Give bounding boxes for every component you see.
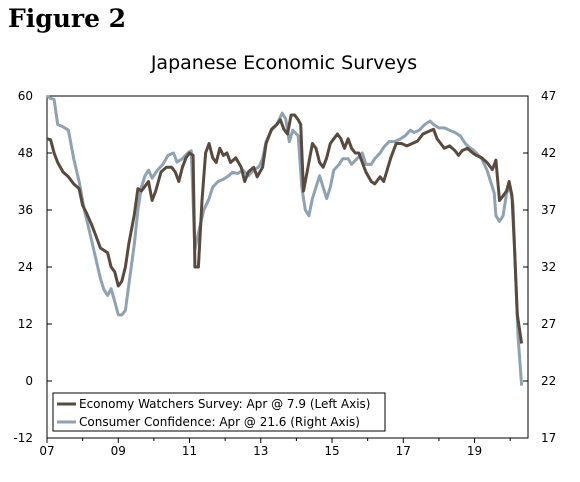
y-right-tick-label: 37	[541, 203, 556, 217]
y-left-tick-label: -12	[13, 431, 33, 445]
y-right-tick-label: 47	[541, 89, 556, 103]
series-line-consumer-confidence	[46, 94, 524, 386]
legend-label-consumer-confidence: Consumer Confidence: Apr @ 21.6 (Right A…	[79, 415, 360, 429]
legend: Economy Watchers Survey: Apr @ 7.9 (Left…	[52, 392, 386, 432]
x-tick-label: 17	[396, 444, 411, 458]
figure-label: Figure 2	[8, 4, 127, 33]
y-right-tick-label: 42	[541, 146, 556, 160]
y-right-tick-label: 32	[541, 260, 556, 274]
y-left-tick-label: 0	[25, 374, 33, 388]
y-left-axis-ticks: 60 48 36 24 12 0 -12	[13, 89, 52, 445]
x-tick-label: 19	[467, 444, 482, 458]
y-left-tick-label: 60	[18, 89, 33, 103]
x-tick-label: 07	[39, 444, 54, 458]
series-lines	[46, 94, 524, 386]
series-line-economy-watchers	[46, 113, 524, 344]
y-right-tick-label: 27	[541, 317, 556, 331]
y-right-axis-ticks: 47 42 37 32 27 22 17	[523, 89, 556, 445]
x-tick-label: 15	[324, 444, 339, 458]
x-axis-ticks: 07 09 11 13 15 17 19	[39, 438, 511, 458]
legend-label-economy-watchers: Economy Watchers Survey: Apr @ 7.9 (Left…	[79, 397, 370, 411]
x-tick-label: 09	[111, 444, 126, 458]
y-left-tick-label: 24	[18, 260, 33, 274]
x-tick-label: 13	[253, 444, 268, 458]
chart-title: Japanese Economic Surveys	[150, 52, 417, 74]
plot-area-frame	[46, 95, 529, 439]
y-right-tick-label: 22	[541, 374, 556, 388]
legend-box	[52, 392, 386, 432]
y-left-tick-label: 48	[18, 146, 33, 160]
y-right-tick-label: 17	[541, 431, 556, 445]
x-tick-label: 11	[182, 444, 197, 458]
y-left-tick-label: 12	[18, 317, 33, 331]
y-left-tick-label: 36	[18, 203, 33, 217]
